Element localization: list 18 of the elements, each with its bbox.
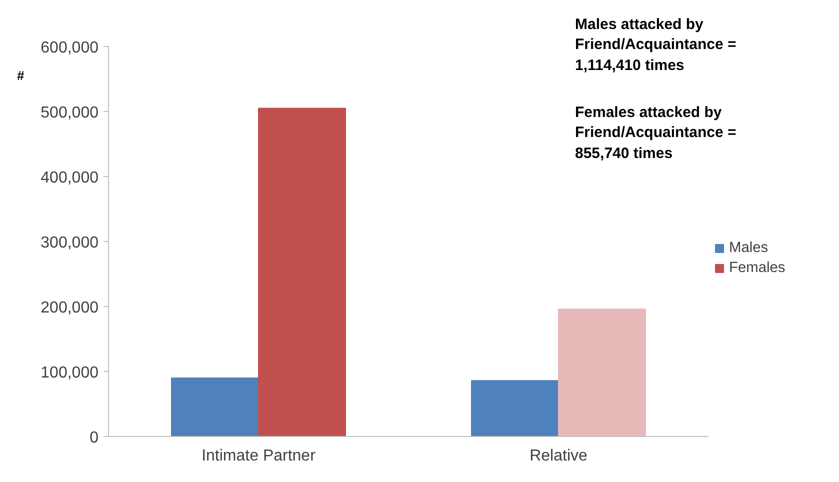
y-tick-label: 0 [90, 430, 99, 446]
y-tick-label: 400,000 [40, 170, 99, 186]
bar [258, 108, 346, 436]
y-tick-label: 200,000 [40, 300, 99, 316]
legend-label: Females [729, 260, 786, 276]
annotation: Males attacked by Friend/Acquaintance = 1,114,410 times [575, 15, 736, 76]
x-tick-label: Intimate Partner [202, 448, 316, 464]
y-tick-label: 100,000 [40, 364, 99, 382]
annotation: Females attacked by Friend/Acquaintance = 855,740 times [575, 103, 736, 164]
legend-label: Males [729, 240, 768, 256]
y-tick-label: 600,000 [40, 40, 99, 56]
y-tick-label: 500,000 [40, 104, 99, 122]
y-tick-label: 300,000 [40, 234, 99, 252]
bar [471, 380, 559, 436]
bar [558, 308, 646, 436]
y-axis-title: # [17, 67, 24, 85]
bar [171, 378, 259, 436]
x-tick-label: Relative [530, 448, 588, 464]
